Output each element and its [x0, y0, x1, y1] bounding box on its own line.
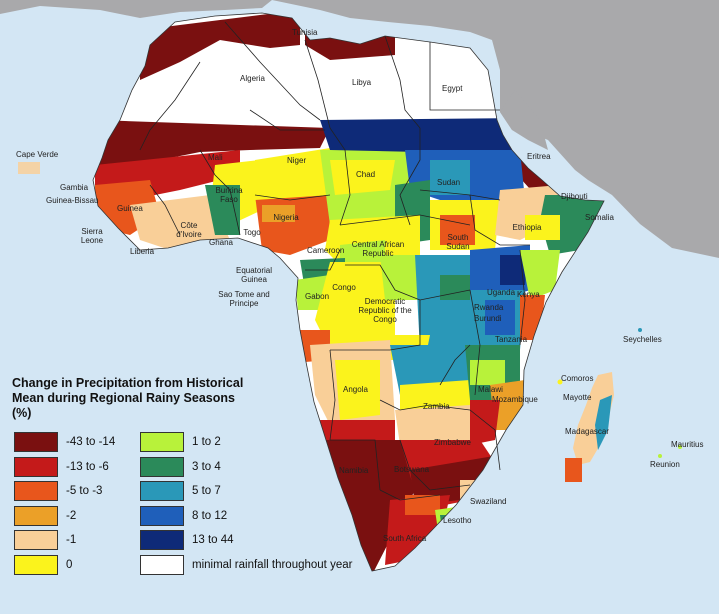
- legend-swatch: [140, 530, 184, 550]
- country-label: Botswana: [394, 465, 430, 474]
- country-label: Nigeria: [273, 213, 299, 222]
- legend-label: 13 to 44: [192, 534, 234, 546]
- country-label: Ethiopia: [512, 223, 542, 232]
- country-label: Madagascar: [565, 427, 610, 436]
- legend-swatch: [140, 554, 184, 575]
- country-label: Mayotte: [563, 393, 592, 402]
- country-label: Burundi: [474, 314, 502, 323]
- country-label: Lesotho: [443, 516, 472, 525]
- legend-swatch: [14, 554, 58, 575]
- country-label: Gabon: [305, 292, 330, 301]
- sinai-coast: [500, 90, 548, 150]
- country-borders: [139, 21, 530, 501]
- country-label: Reunion: [650, 460, 680, 469]
- legend-label: minimal rainfall throughout year: [192, 558, 353, 571]
- country-label: Liberia: [130, 247, 155, 256]
- africa-coastline: [92, 12, 605, 572]
- country-label: Swaziland: [470, 497, 507, 506]
- europe-landmass: [0, 0, 272, 18]
- country-label: Niger: [287, 156, 307, 165]
- country-label: Libya: [352, 78, 372, 87]
- country-label: Mali: [208, 153, 223, 162]
- country-label: Cape Verde: [16, 150, 59, 159]
- country-label: Tunisia: [292, 28, 318, 37]
- country-label: Gambia: [60, 183, 89, 192]
- country-label: Eritrea: [527, 152, 551, 161]
- country-label: Djibouti: [561, 192, 588, 201]
- country-label: Ghana: [208, 238, 234, 247]
- legend-label: -1: [66, 534, 77, 546]
- cape-verde-islands: [18, 162, 40, 174]
- country-label: South Africa: [383, 534, 427, 543]
- country-label: Chad: [356, 170, 376, 179]
- country-label: Somalia: [585, 213, 614, 222]
- mauritius-island: [678, 445, 682, 449]
- legend-swatch: [14, 432, 58, 452]
- country-label: Equatorial Guinea: [235, 266, 273, 284]
- country-label: Namibia: [339, 466, 369, 475]
- legend-label: -2: [66, 509, 77, 522]
- country-label: Zimbabwe: [434, 438, 471, 447]
- comoros-island: [557, 379, 563, 385]
- legend-label: 8 to 12: [192, 509, 228, 522]
- country-label: Cameroon: [307, 246, 345, 255]
- country-label: Sudan: [437, 178, 461, 187]
- country-label: Central African Republic: [351, 240, 405, 258]
- country-label: Sierra Leone: [80, 227, 104, 245]
- country-label: Seychelles: [623, 335, 662, 344]
- legend-label: 1 to 2: [192, 436, 221, 448]
- legend-swatch: [140, 505, 184, 526]
- legend-swatch: [14, 481, 58, 501]
- country-label: Uganda: [487, 288, 516, 297]
- legend-swatch: [140, 456, 184, 477]
- country-label: Congo: [332, 283, 356, 292]
- country-label: Zambia: [423, 402, 450, 411]
- country-label: Rwanda: [474, 303, 504, 312]
- legend-swatch: [14, 505, 58, 526]
- country-label: Guinea: [117, 204, 143, 213]
- legend-label: -5 to -3: [66, 485, 103, 497]
- legend-title: Change in Precipitation from Historical …: [12, 376, 244, 420]
- legend-swatch: [140, 481, 184, 501]
- eurasia-landmass: [272, 0, 719, 258]
- country-label: Mauritius: [671, 440, 704, 449]
- legend-swatch: [14, 456, 58, 477]
- country-label: South Sudan: [446, 233, 470, 251]
- reunion-island: [658, 454, 662, 458]
- country-label: Angola: [343, 385, 368, 394]
- madagascar: [573, 372, 614, 465]
- country-label: Malawi: [478, 385, 503, 394]
- country-label: Comoros: [561, 374, 594, 383]
- legend-label: -43 to -14: [66, 436, 116, 448]
- country-label: Guinea-Bissau: [46, 196, 99, 205]
- country-label: Mozambique: [492, 395, 538, 404]
- seychelles-island: [638, 328, 642, 332]
- legend-label: 3 to 4: [192, 460, 221, 473]
- legend-label: -13 to -6: [66, 460, 109, 473]
- country-label: Egypt: [442, 84, 463, 93]
- country-label: Burkina Faso: [215, 186, 243, 204]
- country-label: Democratic Republic of the Congo: [358, 297, 412, 324]
- legend-label: 0: [66, 558, 73, 571]
- country-label: Togo: [243, 228, 261, 237]
- country-label: Tanzania: [495, 335, 528, 344]
- country-label: Algeria: [240, 74, 265, 83]
- madagascar-east: [595, 395, 612, 450]
- country-label: Sao Tome and Principe: [218, 290, 270, 308]
- legend-swatch: [14, 530, 58, 550]
- country-label: Kenya: [517, 290, 540, 299]
- country-label: Côte d'Ivoire: [176, 221, 202, 239]
- madagascar-south: [565, 458, 582, 482]
- legend-swatch: [140, 432, 184, 452]
- legend-label: 5 to 7: [192, 485, 221, 497]
